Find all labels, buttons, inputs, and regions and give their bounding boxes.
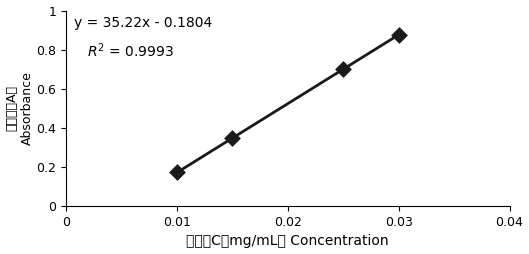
Text: $R^2$ = 0.9993: $R^2$ = 0.9993: [87, 42, 174, 60]
Y-axis label: 吸光度（A）
Absorbance: 吸光度（A） Absorbance: [6, 71, 33, 145]
Point: [172, 170, 181, 174]
Text: y = 35.22x - 0.1804: y = 35.22x - 0.1804: [74, 17, 212, 30]
Point: [395, 33, 403, 37]
Point: [228, 136, 236, 140]
X-axis label: 浓度（C，mg/mL） Concentration: 浓度（C，mg/mL） Concentration: [186, 234, 389, 248]
Point: [339, 67, 348, 71]
